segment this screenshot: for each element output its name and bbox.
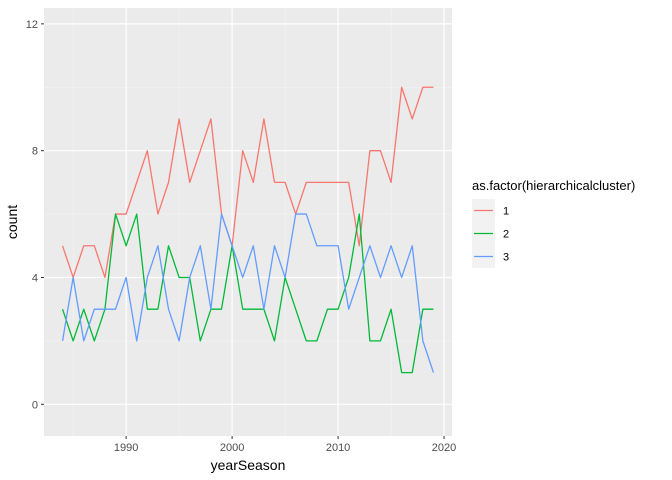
series-line-1	[61, 86, 434, 279]
legend-label-3: 3	[503, 252, 509, 264]
x-tick-label: 2010	[326, 442, 350, 454]
y-axis: 0 4 8 12	[26, 19, 44, 411]
x-axis-title: yearSeason	[211, 457, 286, 473]
y-axis-title: count	[4, 205, 20, 239]
series-lines	[61, 86, 435, 374]
legend-label-2: 2	[503, 229, 509, 241]
minor-gridlines	[44, 8, 452, 436]
series-line-3	[61, 213, 435, 373]
legend-title: as.factor(hierarchicalcluster)	[472, 178, 635, 193]
y-tick-label: 0	[32, 399, 38, 411]
legend: as.factor(hierarchicalcluster) 1 2 3	[472, 178, 635, 268]
major-gridlines	[44, 8, 452, 436]
x-tick-label: 2020	[432, 442, 456, 454]
y-tick-label: 12	[26, 19, 38, 31]
y-tick-label: 8	[32, 146, 38, 158]
panel-background	[44, 8, 452, 436]
x-axis: 1990 2000 2010 2020	[114, 436, 456, 454]
series-line-2	[61, 213, 434, 374]
legend-label-1: 1	[503, 206, 509, 218]
x-tick-label: 1990	[114, 442, 138, 454]
y-tick-label: 4	[32, 272, 38, 284]
x-tick-label: 2000	[220, 442, 244, 454]
